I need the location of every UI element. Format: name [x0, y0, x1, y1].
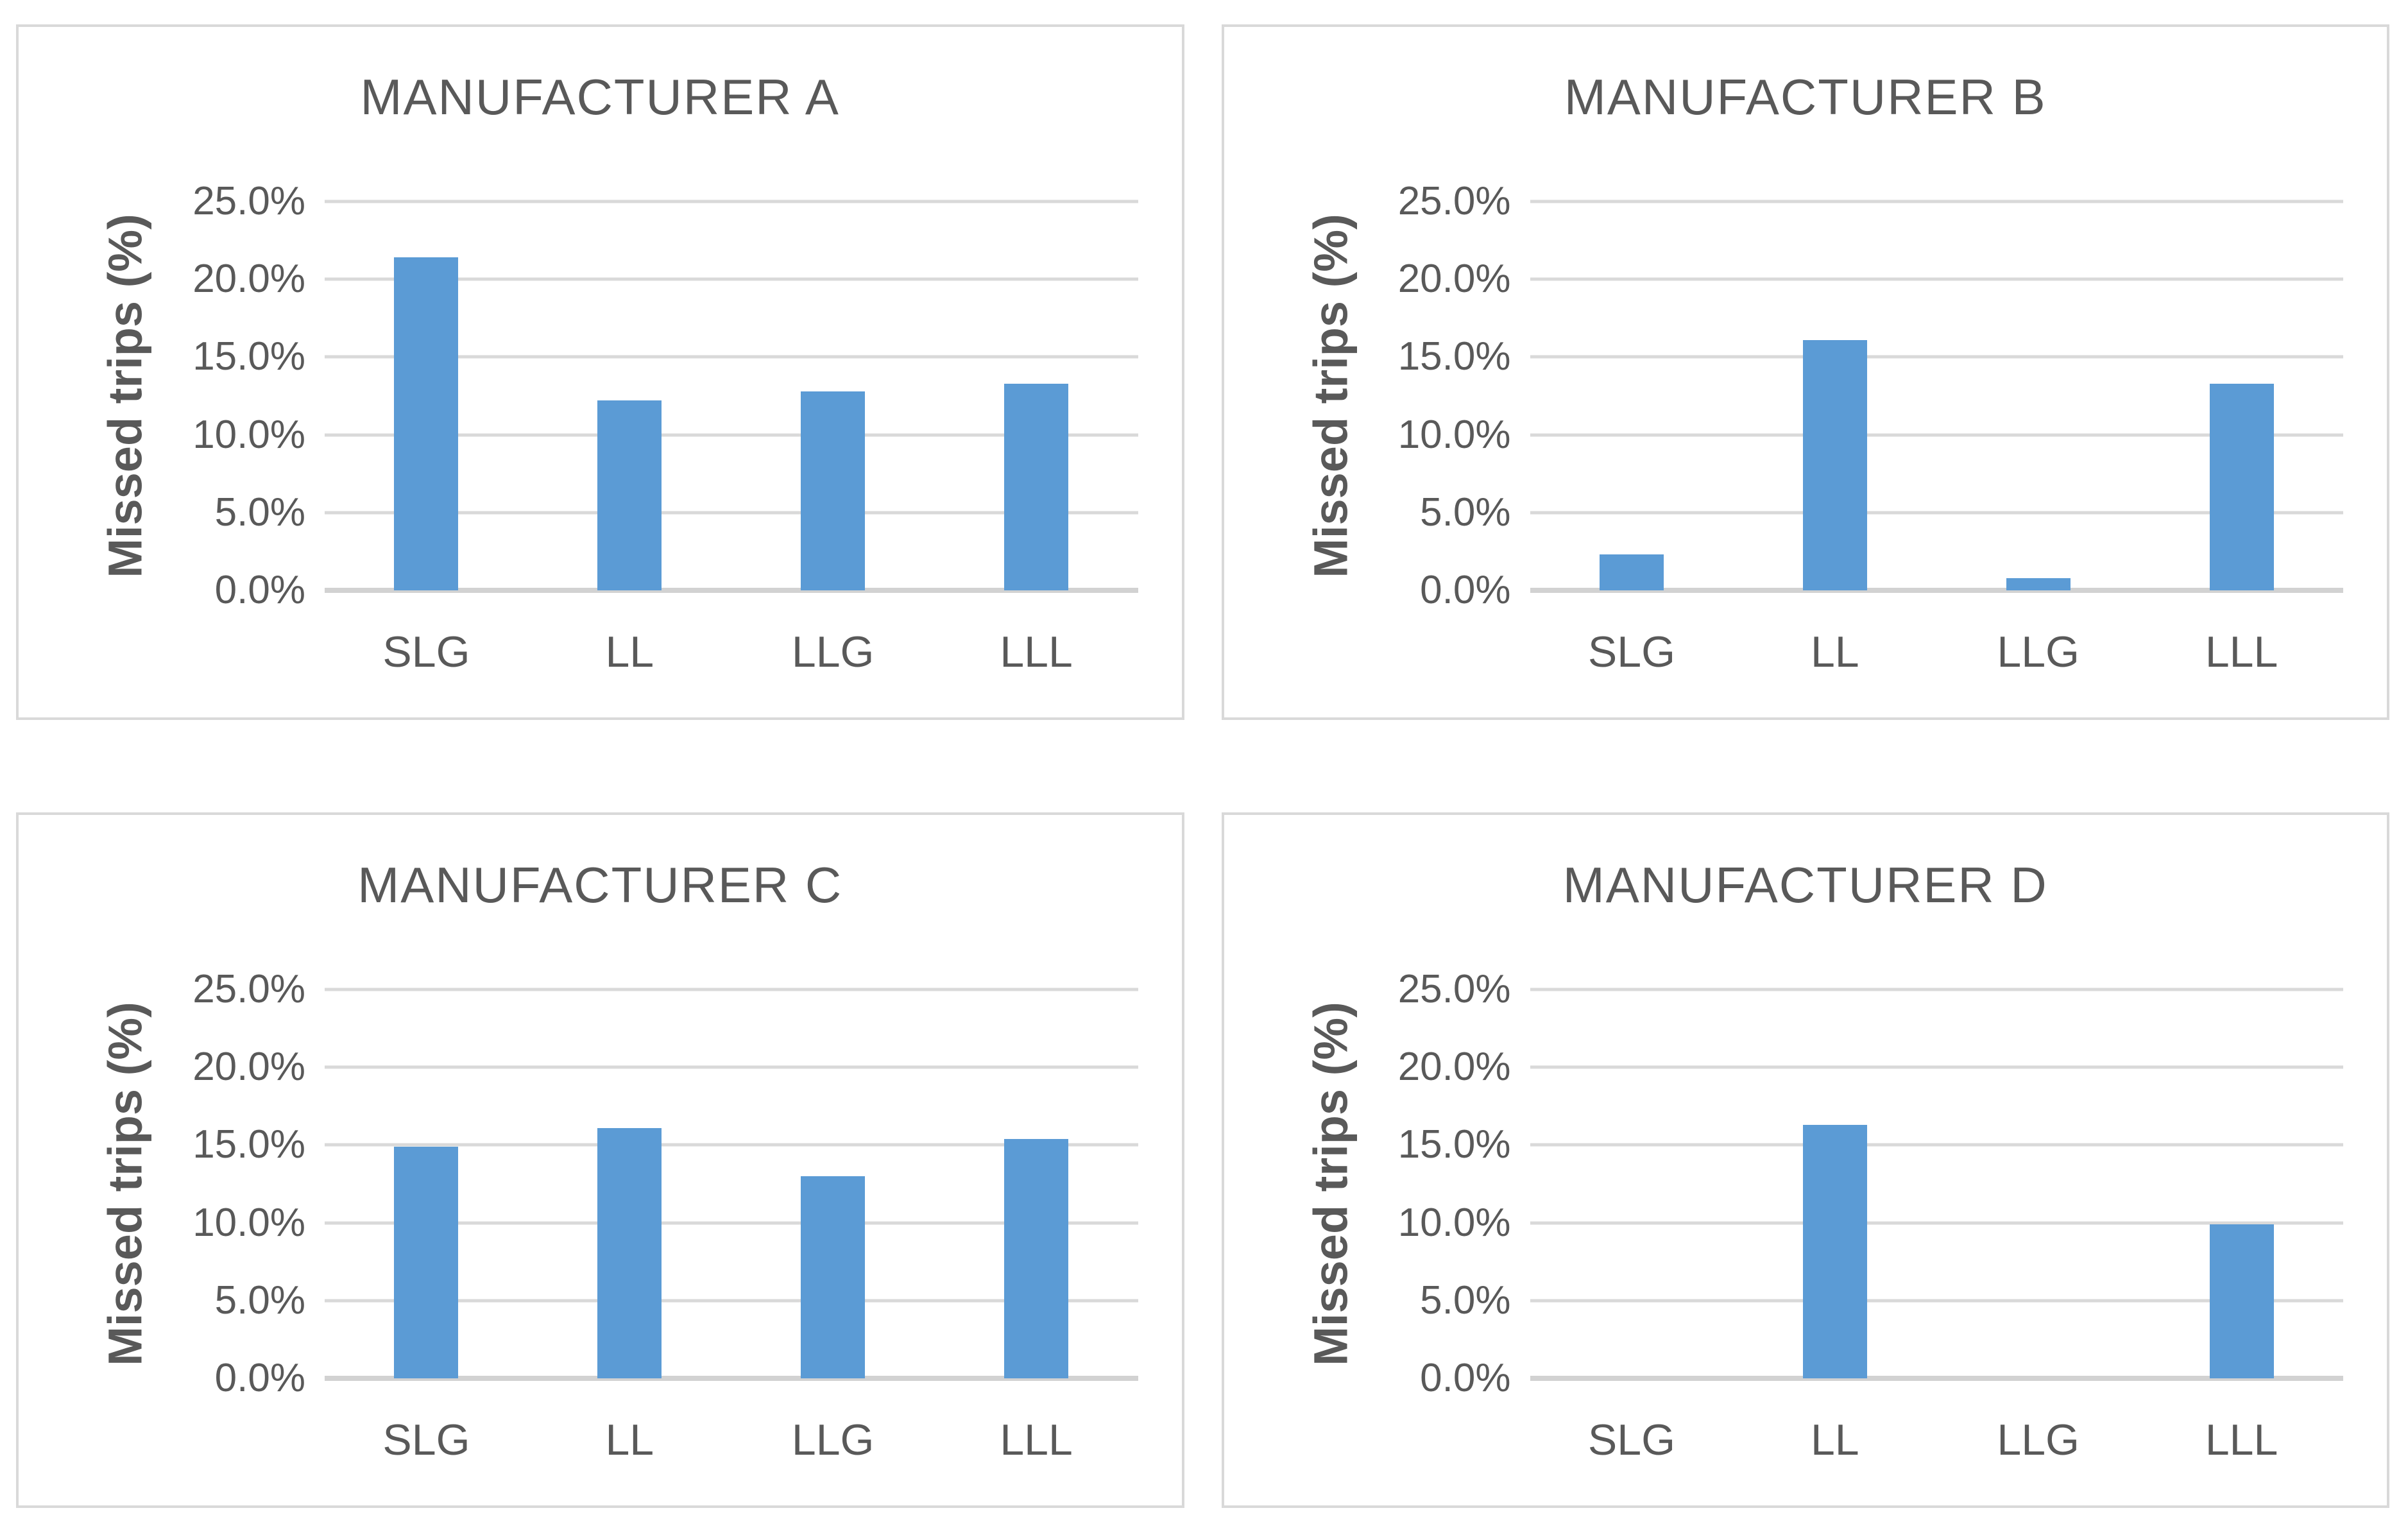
x-category-label: LLG — [791, 1416, 875, 1464]
x-category-label: LL — [1810, 1416, 1859, 1464]
y-tick-label: 0.0% — [214, 568, 305, 612]
gridline — [325, 988, 1138, 991]
x-category-label: LL — [1810, 628, 1859, 676]
gridline — [325, 1143, 1138, 1147]
x-category-label: LLG — [1997, 1416, 2079, 1464]
gridline — [1530, 1143, 2343, 1147]
x-category-label: SLG — [382, 628, 470, 676]
y-tick-label: 15.0% — [1397, 334, 1511, 379]
y-tick-label: 25.0% — [1397, 179, 1511, 223]
y-tick-label: 10.0% — [1397, 1200, 1511, 1245]
bar-slg — [394, 1146, 459, 1378]
y-tick-label: 0.0% — [214, 1356, 305, 1400]
x-category-label: LL — [605, 628, 654, 676]
x-category-label: SLG — [1587, 1416, 1675, 1464]
x-axis-line — [325, 1376, 1138, 1381]
x-category-label: SLG — [382, 1416, 470, 1464]
bar-llg — [2006, 578, 2071, 590]
gridline — [325, 1221, 1138, 1225]
gridline — [325, 355, 1138, 359]
y-axis-title: Missed trips (%) — [98, 1002, 152, 1366]
plot-area: 0.0% 5.0% 10.0% 15.0% 20.0% 25.0% SLG LL LLG LLL — [192, 182, 1138, 674]
chart-title: MANUFACTURER B — [1564, 69, 2047, 125]
bar-lll — [1004, 383, 1069, 590]
y-axis-title: Missed trips (%) — [98, 214, 152, 578]
x-category-label: LLG — [791, 628, 875, 676]
plot-area: 0.0% 5.0% 10.0% 15.0% 20.0% 25.0% SLG LL LLG LLL — [192, 970, 1138, 1462]
y-tick-label: 10.0% — [192, 1200, 305, 1245]
y-tick-label: 15.0% — [192, 1122, 305, 1167]
y-tick-label: 15.0% — [1397, 1122, 1511, 1167]
x-axis-line — [325, 588, 1138, 593]
gridline — [325, 277, 1138, 281]
y-axis-title: Missed trips (%) — [1304, 214, 1357, 578]
y-tick-label: 5.0% — [214, 1278, 305, 1323]
y-tick-label: 10.0% — [1397, 412, 1511, 457]
bar-lll — [1004, 1138, 1069, 1378]
chart-title: MANUFACTURER C — [357, 857, 843, 913]
y-tick-label: 0.0% — [1420, 1356, 1511, 1400]
y-tick-label: 20.0% — [192, 1045, 305, 1090]
x-category-label: LLL — [2205, 1416, 2278, 1464]
y-tick-label: 20.0% — [1397, 1045, 1511, 1090]
plot-area: 0.0% 5.0% 10.0% 15.0% 20.0% 25.0% SLG LL LLG LLL — [1398, 182, 2343, 674]
y-tick-label: 5.0% — [1420, 490, 1511, 535]
gridline — [1530, 511, 2343, 515]
bar-slg — [394, 257, 459, 590]
bar-ll — [1802, 339, 1867, 590]
x-category-label: LL — [605, 1416, 654, 1464]
x-category-label: LLL — [2205, 628, 2278, 676]
chart-panel-manufacturer-c: MANUFACTURER C Missed trips (%) 0.0% 5.0%… — [16, 812, 1184, 1508]
bar-ll — [597, 400, 662, 590]
chart-title: MANUFACTURER D — [1562, 857, 2048, 913]
y-tick-label: 10.0% — [192, 412, 305, 457]
x-category-label: LLG — [1997, 628, 2079, 676]
x-axis-line — [1530, 1376, 2343, 1381]
bar-ll — [597, 1127, 662, 1378]
chart-panel-manufacturer-a: MANUFACTURER A Missed trips (%) 0.0% 5.0%… — [16, 24, 1184, 720]
gridline — [1530, 277, 2343, 281]
gridline — [1530, 200, 2343, 203]
gridline — [1530, 355, 2343, 359]
gridline — [1530, 1299, 2343, 1303]
y-tick-label: 0.0% — [1420, 568, 1511, 612]
gridline — [1530, 1221, 2343, 1225]
bar-ll — [1802, 1124, 1867, 1378]
y-tick-label: 25.0% — [192, 967, 305, 1011]
charts-grid: MANUFACTURER A Missed trips (%) 0.0% 5.0%… — [16, 24, 2389, 1508]
y-tick-label: 20.0% — [192, 257, 305, 302]
bar-llg — [801, 1176, 866, 1378]
bar-llg — [801, 391, 866, 590]
y-tick-label: 25.0% — [1397, 967, 1511, 1011]
bar-slg — [1599, 554, 1664, 590]
gridline — [325, 511, 1138, 515]
chart-panel-manufacturer-b: MANUFACTURER B Missed trips (%) 0.0% 5.0%… — [1221, 24, 2389, 720]
x-category-label: SLG — [1587, 628, 1675, 676]
bar-lll — [2209, 383, 2274, 590]
gridline — [1530, 988, 2343, 991]
gridline — [325, 200, 1138, 203]
chart-panel-manufacturer-d: MANUFACTURER D Missed trips (%) 0.0% 5.0%… — [1221, 812, 2389, 1508]
gridline — [1530, 433, 2343, 437]
y-tick-label: 5.0% — [1420, 1278, 1511, 1323]
x-category-label: LLL — [1000, 628, 1073, 676]
gridline — [1530, 1065, 2343, 1069]
gridline — [325, 433, 1138, 437]
y-tick-label: 5.0% — [214, 490, 305, 535]
x-category-label: LLL — [1000, 1416, 1073, 1464]
y-tick-label: 25.0% — [192, 179, 305, 223]
y-tick-label: 15.0% — [192, 334, 305, 379]
x-axis-line — [1530, 588, 2343, 593]
chart-title: MANUFACTURER A — [360, 69, 840, 125]
bar-lll — [2209, 1224, 2274, 1378]
plot-area: 0.0% 5.0% 10.0% 15.0% 20.0% 25.0% SLG LL LLG LLL — [1398, 970, 2343, 1462]
gridline — [325, 1065, 1138, 1069]
y-axis-title: Missed trips (%) — [1304, 1002, 1357, 1366]
y-tick-label: 20.0% — [1397, 257, 1511, 302]
gridline — [325, 1299, 1138, 1303]
